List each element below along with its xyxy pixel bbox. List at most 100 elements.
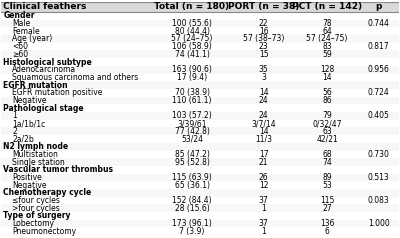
Text: Type of surgery: Type of surgery [3, 211, 71, 220]
Text: Pneumonectomy: Pneumonectomy [12, 227, 76, 236]
Text: 7 (3.9): 7 (3.9) [179, 227, 205, 236]
Text: 24: 24 [259, 111, 268, 120]
Text: 53/24: 53/24 [181, 134, 203, 144]
Text: 23: 23 [259, 42, 268, 51]
Text: 173 (96.1): 173 (96.1) [172, 219, 212, 228]
Text: 115: 115 [320, 196, 334, 205]
Text: 14: 14 [322, 73, 332, 82]
Text: Total (n = 180): Total (n = 180) [154, 2, 230, 11]
Bar [1, 35, 399, 43]
Text: 68: 68 [322, 150, 332, 159]
Bar [1, 58, 399, 66]
Text: 11/3: 11/3 [255, 134, 272, 144]
Text: 80 (44.4): 80 (44.4) [174, 27, 210, 36]
Text: 3: 3 [261, 73, 266, 82]
Text: 63: 63 [322, 127, 332, 136]
Bar [1, 43, 399, 50]
Text: 163 (90.6): 163 (90.6) [172, 65, 212, 74]
Text: PCT (n = 142): PCT (n = 142) [292, 2, 362, 11]
Bar [1, 143, 399, 150]
Text: 95 (52.8): 95 (52.8) [175, 158, 210, 167]
Text: 21: 21 [259, 158, 268, 167]
Text: Single station: Single station [12, 158, 65, 167]
Bar [1, 150, 399, 158]
Text: 56: 56 [322, 88, 332, 97]
Text: N2 lymph node: N2 lymph node [3, 142, 68, 151]
Bar [1, 97, 399, 104]
Text: 16: 16 [259, 27, 268, 36]
Bar [1, 89, 399, 97]
Text: Lobectomy: Lobectomy [12, 219, 54, 228]
Text: Positive: Positive [12, 173, 42, 182]
Text: Male: Male [12, 19, 30, 28]
Text: 128: 128 [320, 65, 334, 74]
Text: 22: 22 [259, 19, 268, 28]
Text: Chemotherapy cycle: Chemotherapy cycle [3, 188, 92, 197]
Bar [1, 120, 399, 127]
Text: 106 (58.9): 106 (58.9) [172, 42, 212, 51]
Text: 86: 86 [322, 96, 332, 105]
Text: Negative: Negative [12, 181, 47, 190]
Bar [1, 112, 399, 120]
Text: EGFR mutation: EGFR mutation [3, 81, 68, 90]
Bar [1, 228, 399, 235]
Text: ≤four cycles: ≤four cycles [12, 196, 60, 205]
Text: 35: 35 [259, 65, 268, 74]
Text: 152 (84.4): 152 (84.4) [172, 196, 212, 205]
Bar [1, 66, 399, 74]
Bar [1, 135, 399, 143]
Text: EGFR mutation positive: EGFR mutation positive [12, 88, 102, 97]
Text: 14: 14 [259, 127, 268, 136]
Text: 1a/1b/1c: 1a/1b/1c [12, 119, 45, 128]
Bar [1, 27, 399, 35]
Text: 1: 1 [12, 111, 17, 120]
Text: Vascular tumor thrombus: Vascular tumor thrombus [3, 165, 113, 174]
Bar [1, 181, 399, 189]
Text: Female: Female [12, 27, 40, 36]
Text: 27: 27 [322, 204, 332, 213]
Text: 37: 37 [259, 219, 268, 228]
Bar [1, 74, 399, 81]
Text: 100 (55.6): 100 (55.6) [172, 19, 212, 28]
Text: 0.956: 0.956 [368, 65, 390, 74]
Bar [1, 81, 399, 89]
Text: PORT (n = 38): PORT (n = 38) [228, 2, 299, 11]
Bar [1, 220, 399, 228]
Text: Squamous carcinoma and others: Squamous carcinoma and others [12, 73, 138, 82]
Text: 26: 26 [259, 173, 268, 182]
Text: 0.513: 0.513 [368, 173, 390, 182]
Bar [1, 174, 399, 181]
Text: Adenocarcinoma: Adenocarcinoma [12, 65, 76, 74]
Text: 65 (36.1): 65 (36.1) [174, 181, 210, 190]
Bar [1, 158, 399, 166]
Text: 42/21: 42/21 [316, 134, 338, 144]
Text: >four cycles: >four cycles [12, 204, 60, 213]
Text: 136: 136 [320, 219, 334, 228]
Text: 0.724: 0.724 [368, 88, 390, 97]
Bar [1, 166, 399, 174]
Text: 0/32/47: 0/32/47 [312, 119, 342, 128]
Text: 0.730: 0.730 [368, 150, 390, 159]
Text: 17: 17 [259, 150, 268, 159]
Text: Histological subtype: Histological subtype [3, 58, 92, 67]
Text: 83: 83 [322, 42, 332, 51]
Text: 115 (63.9): 115 (63.9) [172, 173, 212, 182]
Text: 6: 6 [325, 227, 330, 236]
Text: 0.405: 0.405 [368, 111, 390, 120]
Text: 24: 24 [259, 96, 268, 105]
Text: 53: 53 [322, 181, 332, 190]
Bar [1, 104, 399, 112]
Text: 2: 2 [12, 127, 17, 136]
Text: 64: 64 [322, 27, 332, 36]
Text: 2a/2b: 2a/2b [12, 134, 34, 144]
Text: 57 (24–75): 57 (24–75) [171, 35, 213, 44]
Text: 110 (61.1): 110 (61.1) [172, 96, 212, 105]
Text: 0.083: 0.083 [368, 196, 390, 205]
Text: 79: 79 [322, 111, 332, 120]
Text: 12: 12 [259, 181, 268, 190]
Bar [1, 212, 399, 220]
Bar [1, 50, 399, 58]
Text: 77 (42.8): 77 (42.8) [175, 127, 210, 136]
Text: Age (year): Age (year) [12, 35, 52, 44]
Text: 89: 89 [322, 173, 332, 182]
